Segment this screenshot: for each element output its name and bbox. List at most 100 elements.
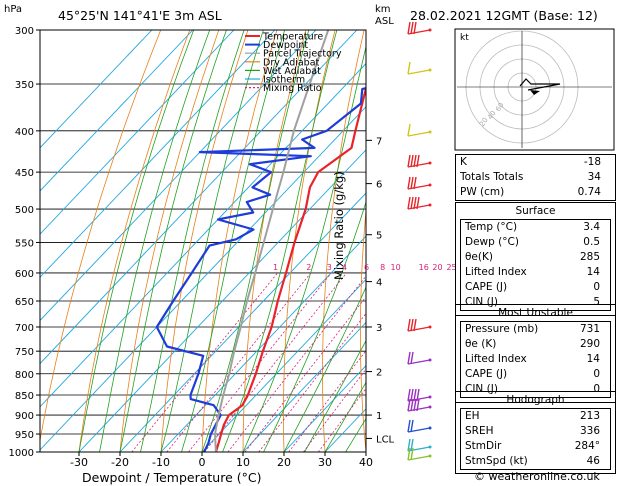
dry-adiabat (397, 30, 422, 452)
wind-barb-flag (407, 21, 411, 35)
legend-label: Mixing Ratio (263, 83, 322, 94)
mixing-ratio-label: 16 (419, 263, 429, 272)
hpa-label: hPa (4, 4, 23, 15)
wind-barb-flag (413, 196, 417, 210)
wind-barb-flag (407, 438, 411, 452)
wind-barbs (407, 21, 432, 461)
wind-barb-flag (407, 176, 411, 190)
wet-adiabat (304, 339, 366, 452)
mixing-ratio-line (317, 387, 366, 452)
wind-barb-staff (407, 69, 431, 75)
wind-barb-flag (413, 21, 417, 35)
hodograph-frame (454, 28, 615, 151)
temperature-tick-label: 40 (359, 456, 373, 469)
grid-lines (40, 30, 452, 452)
mixing-ratio-label: 20 (432, 263, 442, 272)
wind-barb-point (428, 445, 432, 449)
legend-label: Dry Adiabat (263, 57, 320, 68)
plot-frame (39, 29, 367, 453)
wet-adiabat (283, 286, 366, 452)
wind-barb-point (428, 203, 432, 207)
pressure-tick-label: 700 (15, 323, 34, 334)
mixing-ratio-line (227, 275, 366, 452)
index-row-tt: Totals Totals 34 (460, 171, 601, 183)
wind-barb-staff (407, 131, 431, 137)
mixing-ratio-label: 2 (306, 263, 311, 272)
dry-adiabat (160, 30, 249, 452)
km-tick-label: 6 (376, 180, 382, 191)
index-row-pw: PW (cm) 0.74 (460, 186, 601, 198)
pressure-tick-label: 600 (15, 269, 34, 280)
wet-adiabat (140, 30, 245, 452)
dry-adiabat (359, 205, 366, 452)
wind-barb-flag (413, 176, 417, 190)
legend-label: Dewpoint (263, 40, 308, 51)
km-tick-label: 1 (376, 411, 382, 422)
wind-barb-flag (410, 447, 414, 461)
legend-label: Isotherm (263, 75, 305, 86)
isotherm-line (119, 192, 366, 452)
pressure-tick-label: 900 (15, 411, 34, 422)
wind-barb-flag (413, 398, 417, 412)
temperature-tick-label: 30 (318, 456, 332, 469)
hodograph-trace (519, 78, 561, 91)
temperature-tick-label: -10 (152, 456, 170, 469)
mixing-ratio-line (288, 350, 366, 452)
wet-adiabat (119, 30, 227, 452)
wind-barb-point (428, 426, 432, 430)
mixing-ratio-label: 25 (446, 263, 456, 272)
location-title: 45°25'N 141°41'E 3m ASL (58, 8, 222, 23)
pressure-tick-label: 550 (15, 238, 34, 249)
most-unstable-title: Most Unstable (498, 307, 573, 319)
hodograph-unit-label: kt (460, 33, 469, 43)
wind-barb-flag (407, 123, 411, 137)
dewpoint-line (155, 87, 366, 452)
temperature-tick-label: 10 (236, 456, 250, 469)
legend-label: Wet Adiabat (263, 66, 321, 77)
pressure-tick-label: 800 (15, 370, 34, 381)
hodograph-title: Hodograph (506, 394, 565, 406)
surface-title: Surface (515, 205, 556, 217)
surface-panel: Surface Temp (°C) 3.4 Dewp (°C) 0.5 θe(K) 2… (455, 202, 616, 316)
wind-barb-flag (407, 351, 411, 365)
hodograph-ring-label: 40 (486, 109, 498, 121)
most-unstable-panel: Most Unstable Pressure (mb) 731 θe (K) 290… (455, 304, 616, 403)
isotherm-line (40, 106, 366, 451)
dry-adiabat (40, 30, 162, 443)
asl-label: ASL (375, 16, 394, 27)
wind-barb-point (428, 28, 432, 32)
mixing-ratio-label: 10 (391, 263, 401, 272)
wind-barb-flag (407, 447, 411, 461)
dry-adiabat (433, 30, 452, 452)
wind-barb-flag (407, 388, 411, 402)
wind-barb-flag (407, 419, 411, 433)
km-tick-label: 4 (376, 278, 382, 289)
wet-adiabat (324, 381, 366, 452)
mixing-ratio-title: Mixing Ratio (g/kg) (332, 171, 346, 280)
pressure-tick-label: 650 (15, 297, 34, 308)
pressure-tick-label: 750 (15, 347, 34, 358)
dry-adiabat (78, 30, 191, 452)
wind-barb-flag (410, 154, 414, 168)
watermark[interactable]: © weatheronline.co.uk (474, 470, 600, 483)
wet-adiabat (242, 45, 366, 452)
mixing-ratio-line (166, 272, 312, 452)
isotherm-line (40, 30, 194, 192)
wind-barb-point (428, 161, 432, 165)
isotherm-line (40, 30, 317, 322)
mixing-ratio-line (258, 312, 366, 452)
km-tick-label: LCL (376, 434, 395, 445)
isotherm-line (40, 30, 235, 235)
wet-adiabat (99, 30, 211, 452)
pressure-tick-label: 400 (15, 127, 34, 138)
km-tick-label: 5 (376, 231, 382, 242)
hodograph-ring-label: 20 (478, 116, 490, 128)
wind-barb-flag (416, 196, 420, 210)
sounding-series (155, 30, 366, 452)
isotherm-line (78, 149, 366, 452)
pressure-tick-label: 950 (15, 430, 34, 441)
wind-barb-point (428, 68, 432, 72)
wind-barb-flag (410, 438, 414, 452)
mixing-ratio-label: 3 (327, 263, 332, 272)
